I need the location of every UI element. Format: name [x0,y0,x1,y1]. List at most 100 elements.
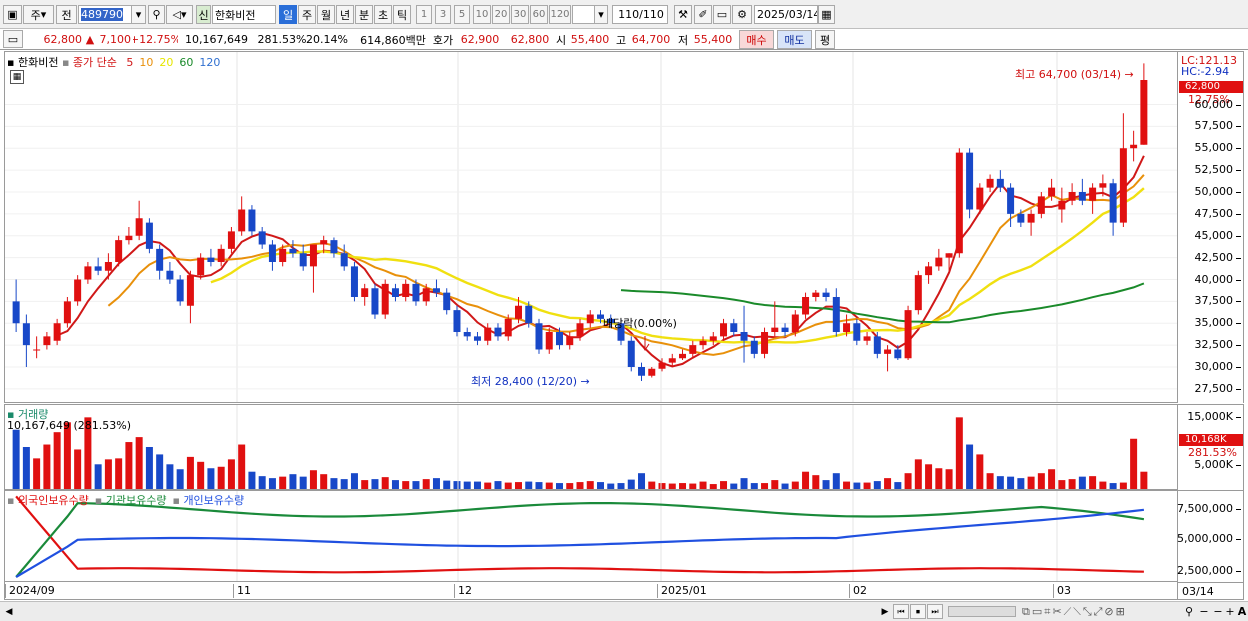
interval-10-button[interactable]: 10 [473,5,491,24]
holdings-tick-5000000: 5,000,000 [1177,532,1241,545]
candle [473,332,481,346]
volume-bar [94,464,102,489]
period-4-button[interactable]: 분 [355,5,373,24]
legend-ma-periods: 5 10 20 60 120 [120,56,220,69]
scroll-left-icon[interactable]: ◀ [5,606,13,617]
interval-30-button[interactable]: 30 [511,5,529,24]
candle [432,279,440,297]
interval-1-button[interactable]: 1 [416,5,432,24]
stock-code-value: 489790 [81,8,123,21]
drawing-tools-icons[interactable]: ⧉▭⌗✂⟋⟍⤡⤢⊘⊞ [1022,604,1127,618]
volume-bar [873,481,881,489]
first-page-icon[interactable]: ⏮ [893,604,909,619]
period-0-button[interactable]: 일 [279,5,297,24]
interval-3-button[interactable]: 3 [435,5,451,24]
low-annotation: 최저 28,400 (12/20) → [471,375,590,388]
dividend-arrow-icon [640,336,650,351]
dividend-annotation: 배당락(0.00%) [603,317,677,330]
candle [289,240,297,258]
volume-chart[interactable] [5,405,1177,489]
window-menu-icon[interactable]: ▣ [3,5,22,24]
save-icon[interactable]: ▭ [713,5,731,24]
zoom-in-icon[interactable]: + [1225,605,1235,618]
candle [740,305,748,363]
volume-pane[interactable]: ▪ 거래량 10,167,649 (281.53%) [4,404,1178,490]
volume-bar [925,464,933,489]
candle [812,290,820,302]
scroll-right-icon[interactable]: ▶ [881,606,889,617]
volume-bar [1058,480,1066,489]
period-1-button[interactable]: 주 [298,5,316,24]
time-label-2: 12 [454,584,472,598]
holdings-pane[interactable]: ▪ 외국인보유수량 ▪ 기관보유수량 ▪ 개인보유수량 [4,490,1178,582]
volume-bar [586,481,594,489]
settings-gear-icon[interactable]: ⚙ [732,5,752,24]
zoom-out-icon[interactable]: − [1199,605,1209,618]
interval-120-button[interactable]: 120 [549,5,571,24]
volume-bar [822,480,830,489]
period-2-button[interactable]: 월 [317,5,335,24]
stock-name-field[interactable]: 한화비전 [212,5,276,24]
jeon-button[interactable]: 전 [56,5,77,24]
candle [43,332,51,350]
count-field[interactable]: 110/110 [612,5,668,24]
candle [453,305,461,337]
candle [1027,209,1035,236]
calendar-icon[interactable]: ▦ [818,5,835,24]
volume-bar [217,466,225,489]
period-6-button[interactable]: 틱 [393,5,411,24]
code-dropdown-icon[interactable]: ▾ [131,5,146,24]
zoom-search-icon[interactable]: ⚲ [1184,605,1194,618]
volume-bar [104,459,112,489]
candle [371,283,379,319]
eval-button[interactable]: 평 [815,30,835,49]
volume-bar [156,454,164,489]
search-icon[interactable]: ⚲ [148,5,165,24]
font-size-icon[interactable]: A [1237,605,1247,618]
candle [227,227,235,254]
zoom-slider[interactable] [948,606,1016,617]
candle [699,336,707,350]
holdings-legend-0: 외국인보유수량 [17,494,89,507]
date-field[interactable]: 2025/03/14 [754,5,818,24]
interval-5-button[interactable]: 5 [454,5,470,24]
volume-bar [299,476,307,489]
minus-icon[interactable]: − [1213,605,1223,618]
interval-60-button[interactable]: 60 [530,5,548,24]
period-3-button[interactable]: 년 [336,5,354,24]
quote-menu-icon[interactable]: ▭ [3,30,23,48]
volume-bar [576,482,584,489]
volume-bar [514,482,522,489]
sell-button[interactable]: 매도 [777,30,812,49]
buy-button[interactable]: 매수 [739,30,774,49]
tool-icon-1[interactable]: ⚒ [674,5,692,24]
price-tick-32500: 32,500 [1194,338,1241,352]
holdings-legend-bullet-icon: ▪ [94,494,106,507]
sound-icon[interactable]: ◁▾ [166,5,193,24]
candle [904,305,912,360]
market-select[interactable]: 주 ▾ [23,5,54,24]
interval-dropdown-icon[interactable]: ▾ [594,5,608,24]
price-axis: LC:121.13 HC:-2.94 62,800 12.75% 60,000 5… [1178,51,1244,403]
price-chart[interactable] [5,52,1177,402]
turnover-rate: 20.14% [306,33,348,46]
period-5-button[interactable]: 초 [374,5,392,24]
up-arrow-icon: ▲ [85,33,95,46]
draw-icon[interactable]: ✐ [694,5,712,24]
last-page-icon[interactable]: ⏭ [927,604,943,619]
stop-icon[interactable]: ⏹ [910,604,926,619]
interval-20-button[interactable]: 20 [492,5,510,24]
legend-ma-20: 20 [159,56,174,69]
chart-table-icon[interactable]: ▦ [10,70,24,84]
candle [668,353,676,367]
price-chart-pane[interactable]: ▪ 한화비전 ▪ 종가 단순 5 10 20 60 120 ▦ 최고 64,700 (0… [4,51,1178,403]
volume-bar [330,478,338,489]
candle [463,327,471,341]
volume-readout-ratio: (281.53%) [73,419,132,432]
candle [350,262,358,302]
holdings-chart[interactable] [5,491,1177,581]
candle [576,318,584,341]
volume-bar [43,444,51,489]
stock-code-input[interactable]: 489790 [78,5,146,24]
candle [955,148,963,258]
